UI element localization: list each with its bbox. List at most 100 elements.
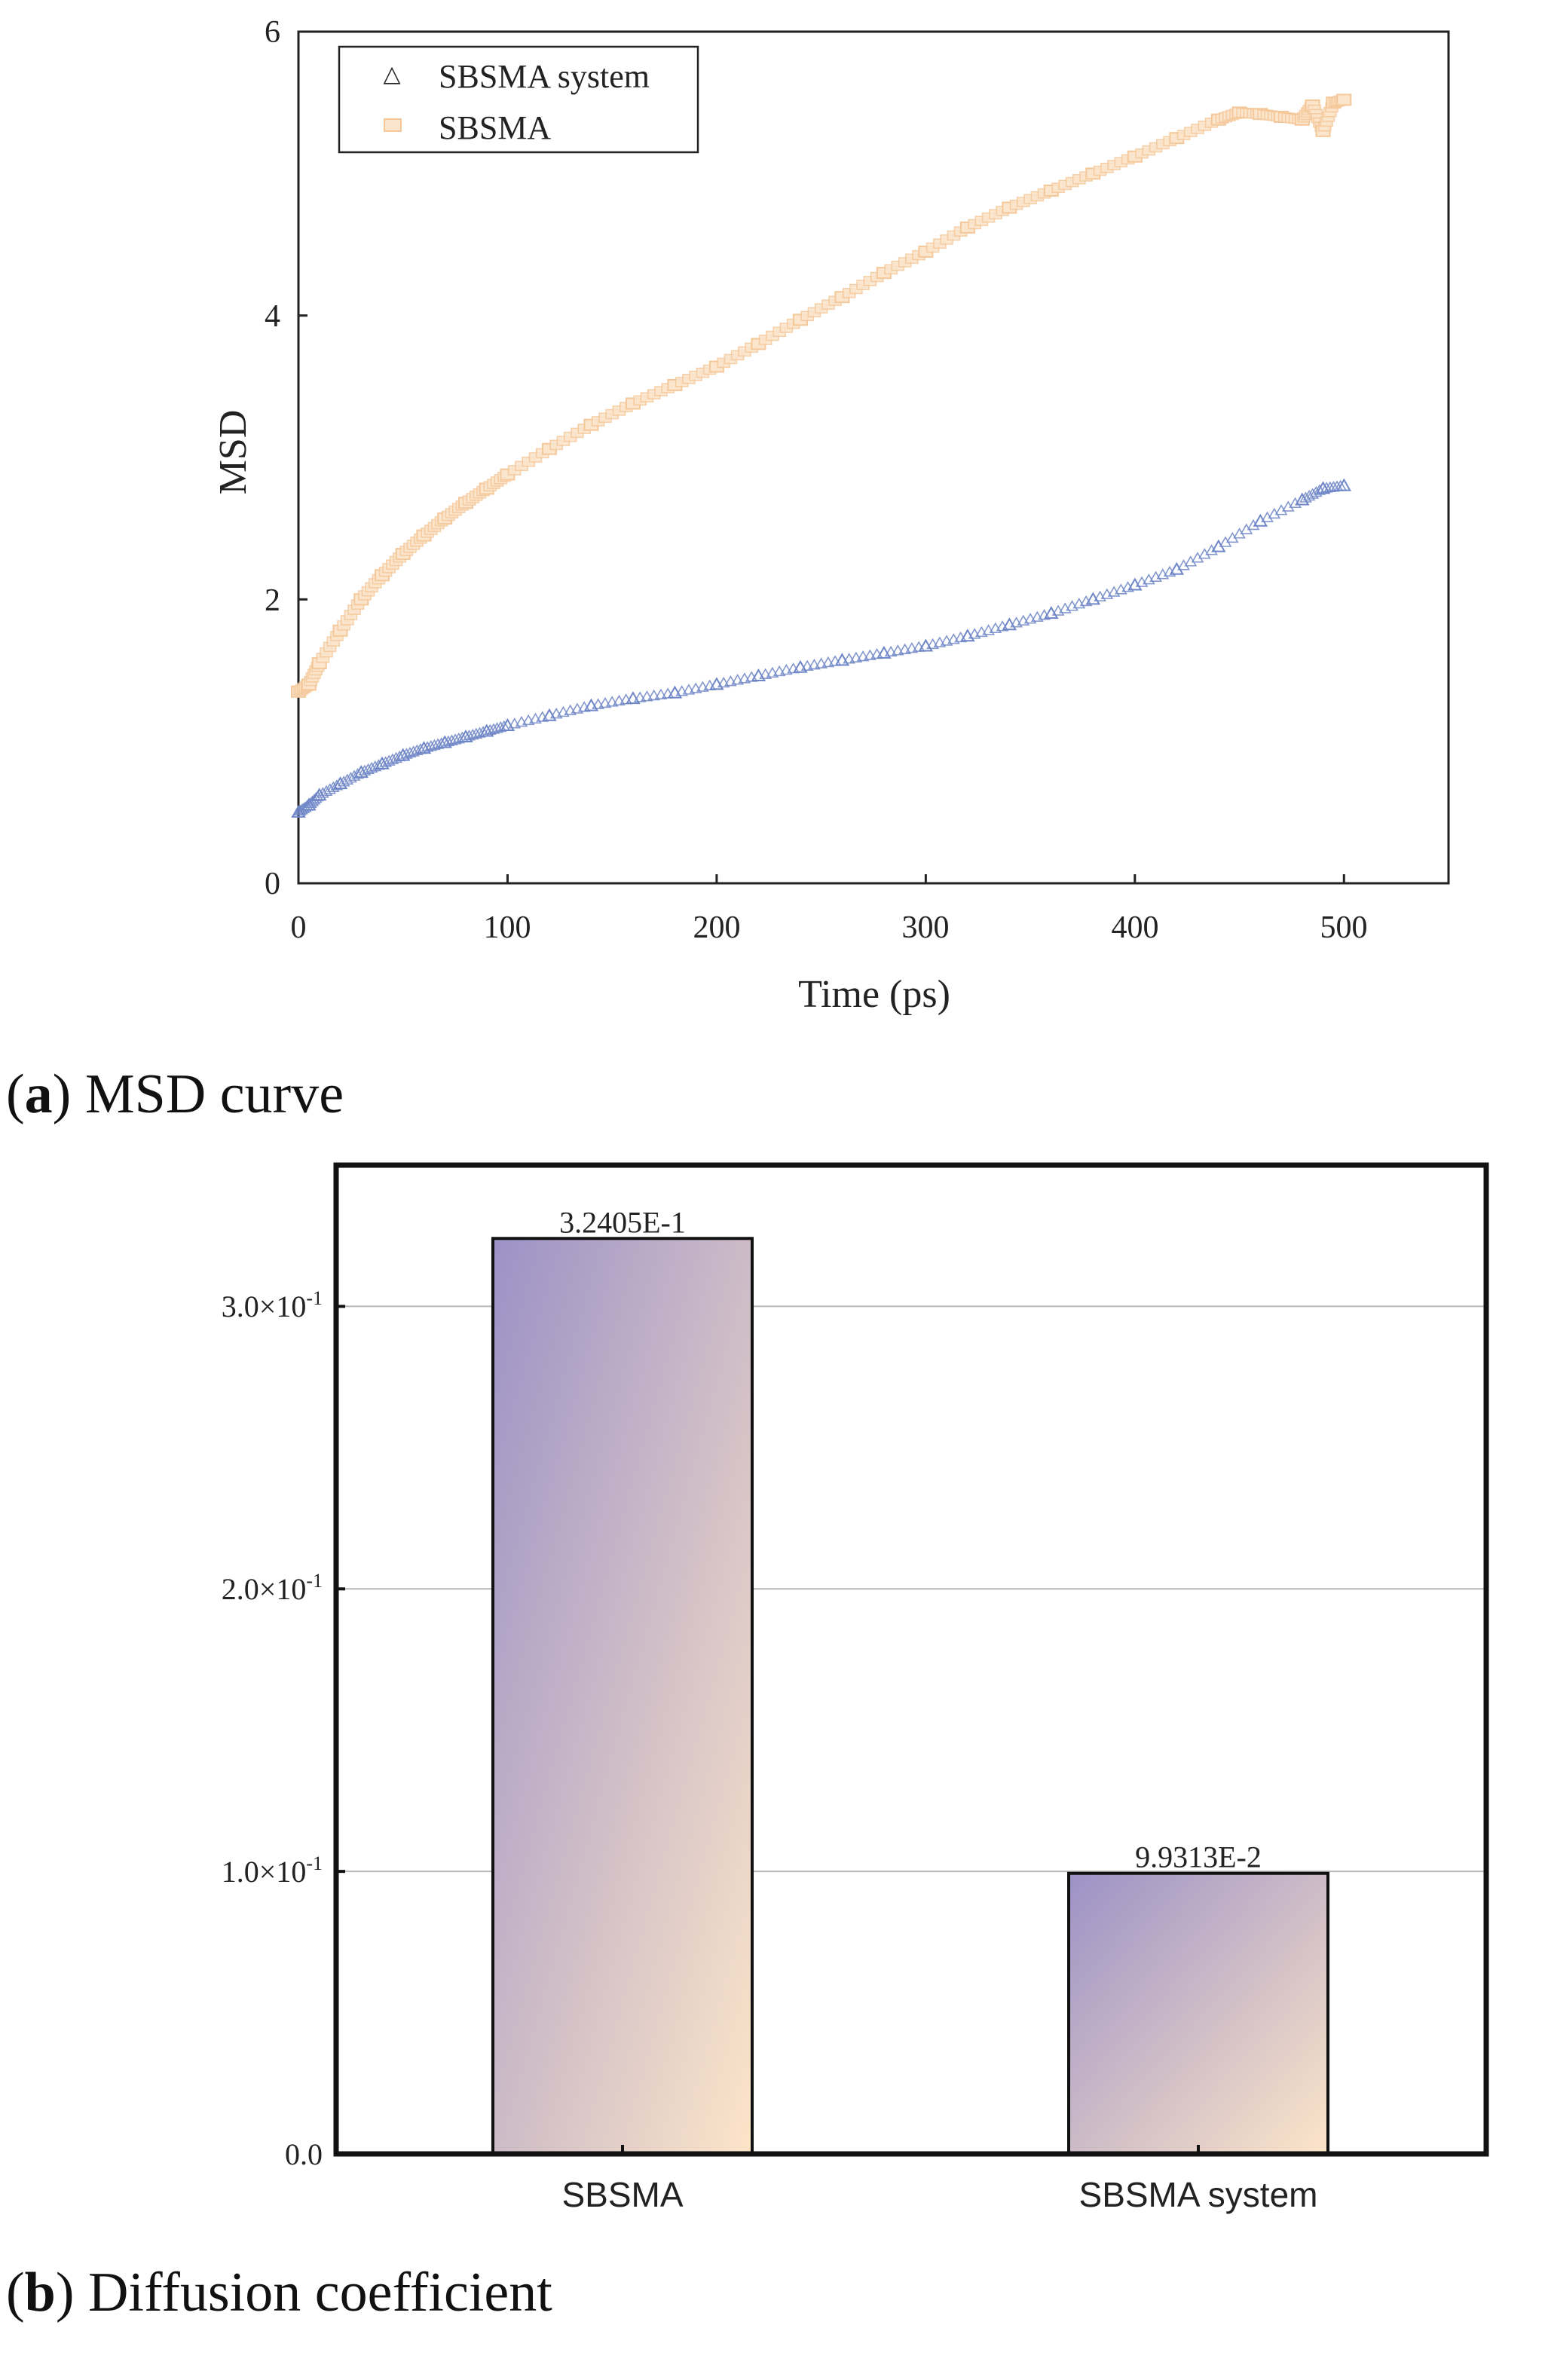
bar-category-label: SBSMA system — [1079, 2175, 1318, 2214]
msd-point-sbsma-system — [542, 708, 557, 721]
diffusion-chart: 3.2405E-1 9.9313E-2 0.0 1.0×10-1 2.0×10-1… — [222, 1162, 1489, 2214]
msd-point-sbsma-system — [731, 674, 745, 685]
msd-point-sbsma-system — [843, 653, 856, 664]
msd-point-sbsma-system — [332, 776, 348, 790]
msd-point-sbsma-system — [800, 659, 814, 671]
msd-point-sbsma-system — [633, 691, 647, 702]
bar-category-label: SBSMA — [561, 2175, 683, 2214]
msd-point-sbsma-system — [592, 698, 605, 709]
msd-point-sbsma-system — [613, 694, 626, 706]
msd-point-sbsma-system — [696, 681, 709, 692]
msd-point-sbsma-system — [884, 645, 898, 657]
legend-box — [338, 45, 699, 154]
caption-a-text: MSD curve — [71, 1063, 344, 1125]
msd-point-sbsma-system — [772, 665, 786, 677]
msd-point-sbsma-system — [312, 788, 327, 801]
msd-point-sbsma-system — [297, 802, 311, 813]
msd-x-axis-label: Time (ps) — [798, 973, 950, 1016]
msd-point-sbsma-system — [682, 684, 696, 695]
msd-point-sbsma-system — [1315, 481, 1331, 494]
msd-xtick-label: 100 — [484, 910, 531, 945]
caption-b: (b) Diffusion coefficient — [6, 2262, 552, 2323]
msd-point-sbsma-system — [724, 675, 737, 687]
msd-point-sbsma-system — [647, 689, 661, 701]
msd-chart: 0 2 4 6 0 100 200 300 400 500 Time (ps) … — [212, 15, 1450, 1016]
msd-point-sbsma-system — [940, 635, 953, 646]
legend-label-sbsma: SBSMA — [439, 109, 551, 146]
msd-point-sbsma-system — [905, 642, 919, 653]
msd-point-sbsma-system — [891, 644, 904, 656]
caption-a-letter: a — [24, 1063, 53, 1125]
legend-label-sbsma-system: SBSMA system — [439, 58, 650, 95]
bar-data-label: 3.2405E-1 — [559, 1205, 686, 1239]
msd-xtick-label: 0 — [291, 910, 307, 945]
msd-ytick-label: 0 — [265, 867, 280, 901]
msd-y-ticks: 0 2 4 6 — [265, 15, 280, 901]
msd-point-sbsma-system — [529, 712, 542, 723]
msd-point-sbsma-system — [815, 657, 828, 668]
bar-ytick-label: 2.0×10-1 — [222, 1570, 323, 1606]
msd-point-sbsma-system — [500, 717, 516, 731]
msd-point-sbsma-system — [571, 702, 584, 714]
caption-b-letter: b — [24, 2262, 56, 2323]
msd-point-sbsma-system — [960, 629, 975, 642]
bar-sbsma — [491, 1237, 754, 2156]
bar-data-label: 9.9313E-2 — [1135, 1840, 1262, 1874]
msd-point-sbsma-system — [779, 663, 793, 675]
msd-point-sbsma-system — [821, 656, 835, 668]
bar-ytick-label: 0.0 — [285, 2137, 323, 2171]
msd-data-points — [291, 93, 1352, 818]
msd-plot-frame — [297, 30, 1450, 885]
msd-point-sbsma-system — [557, 705, 570, 717]
msd-point-sbsma-system — [549, 707, 563, 719]
msd-point-sbsma-system — [717, 676, 730, 688]
msd-point-sbsma-system — [918, 638, 934, 652]
msd-point-sbsma-system — [926, 638, 940, 650]
msd-point-sbsma-system — [738, 672, 751, 684]
msd-legend: △ SBSMA system SBSMA — [338, 45, 699, 154]
msd-point-sbsma-system — [933, 636, 947, 647]
msd-point-sbsma-system — [522, 714, 535, 726]
msd-point-sbsma-system — [1336, 478, 1351, 491]
msd-ytick-label: 4 — [265, 299, 280, 334]
msd-xtick-label: 400 — [1112, 910, 1159, 945]
bar-ytick-label: 1.0×10-1 — [222, 1852, 323, 1889]
msd-point-sbsma-system — [759, 668, 772, 679]
msd-point-sbsma-system — [564, 704, 577, 715]
msd-point-sbsma-system — [947, 633, 960, 644]
msd-ytick-label: 6 — [265, 15, 280, 50]
msd-xtick-label: 300 — [902, 910, 950, 945]
msd-ytick-label: 2 — [265, 583, 280, 618]
bar-ytick-label: 3.0×10-1 — [222, 1287, 323, 1323]
msd-point-sbsma-system — [766, 666, 779, 678]
msd-point-sbsma-system — [515, 715, 528, 727]
msd-point-sbsma-system — [1002, 617, 1017, 631]
msd-point-sbsma-system — [849, 651, 863, 662]
msd-xtick-label: 200 — [693, 910, 741, 945]
msd-point-sbsma-system — [508, 717, 522, 729]
msd-point-sbsma — [1336, 93, 1352, 106]
bar-plot-frame — [333, 1162, 1489, 2157]
caption-b-text: Diffusion coefficient — [74, 2262, 552, 2323]
msd-point-sbsma-system — [1295, 492, 1310, 506]
bar-y-ticks: 0.0 1.0×10-1 2.0×10-1 3.0×10-1 — [222, 1287, 323, 2171]
msd-point-sbsma-system — [1169, 561, 1185, 575]
msd-point-sbsma-system — [605, 696, 619, 707]
bar-sbsma-system — [1067, 1871, 1329, 2155]
msd-xtick-label: 500 — [1320, 910, 1368, 945]
msd-point-sbsma-system — [641, 690, 653, 702]
msd-point-sbsma-system — [654, 688, 668, 699]
bar-series: 3.2405E-1 9.9313E-2 — [491, 1205, 1329, 2156]
msd-x-ticks: 0 100 200 300 400 500 — [291, 910, 1368, 945]
msd-point-sbsma-system — [1044, 606, 1059, 619]
msd-point-sbsma-system — [1247, 519, 1260, 531]
legend-marker-sbsma — [384, 118, 402, 132]
msd-point-sbsma-system — [898, 643, 912, 654]
msd-point-sbsma-system — [598, 696, 612, 708]
msd-tick-marks — [297, 30, 1345, 885]
msd-point-sbsma-system — [1253, 513, 1268, 527]
msd-point-sbsma-system — [689, 682, 702, 693]
msd-point-sbsma-system — [856, 650, 870, 662]
legend-marker-sbsma-system: △ — [383, 62, 400, 87]
msd-point-sbsma-system — [863, 649, 877, 660]
